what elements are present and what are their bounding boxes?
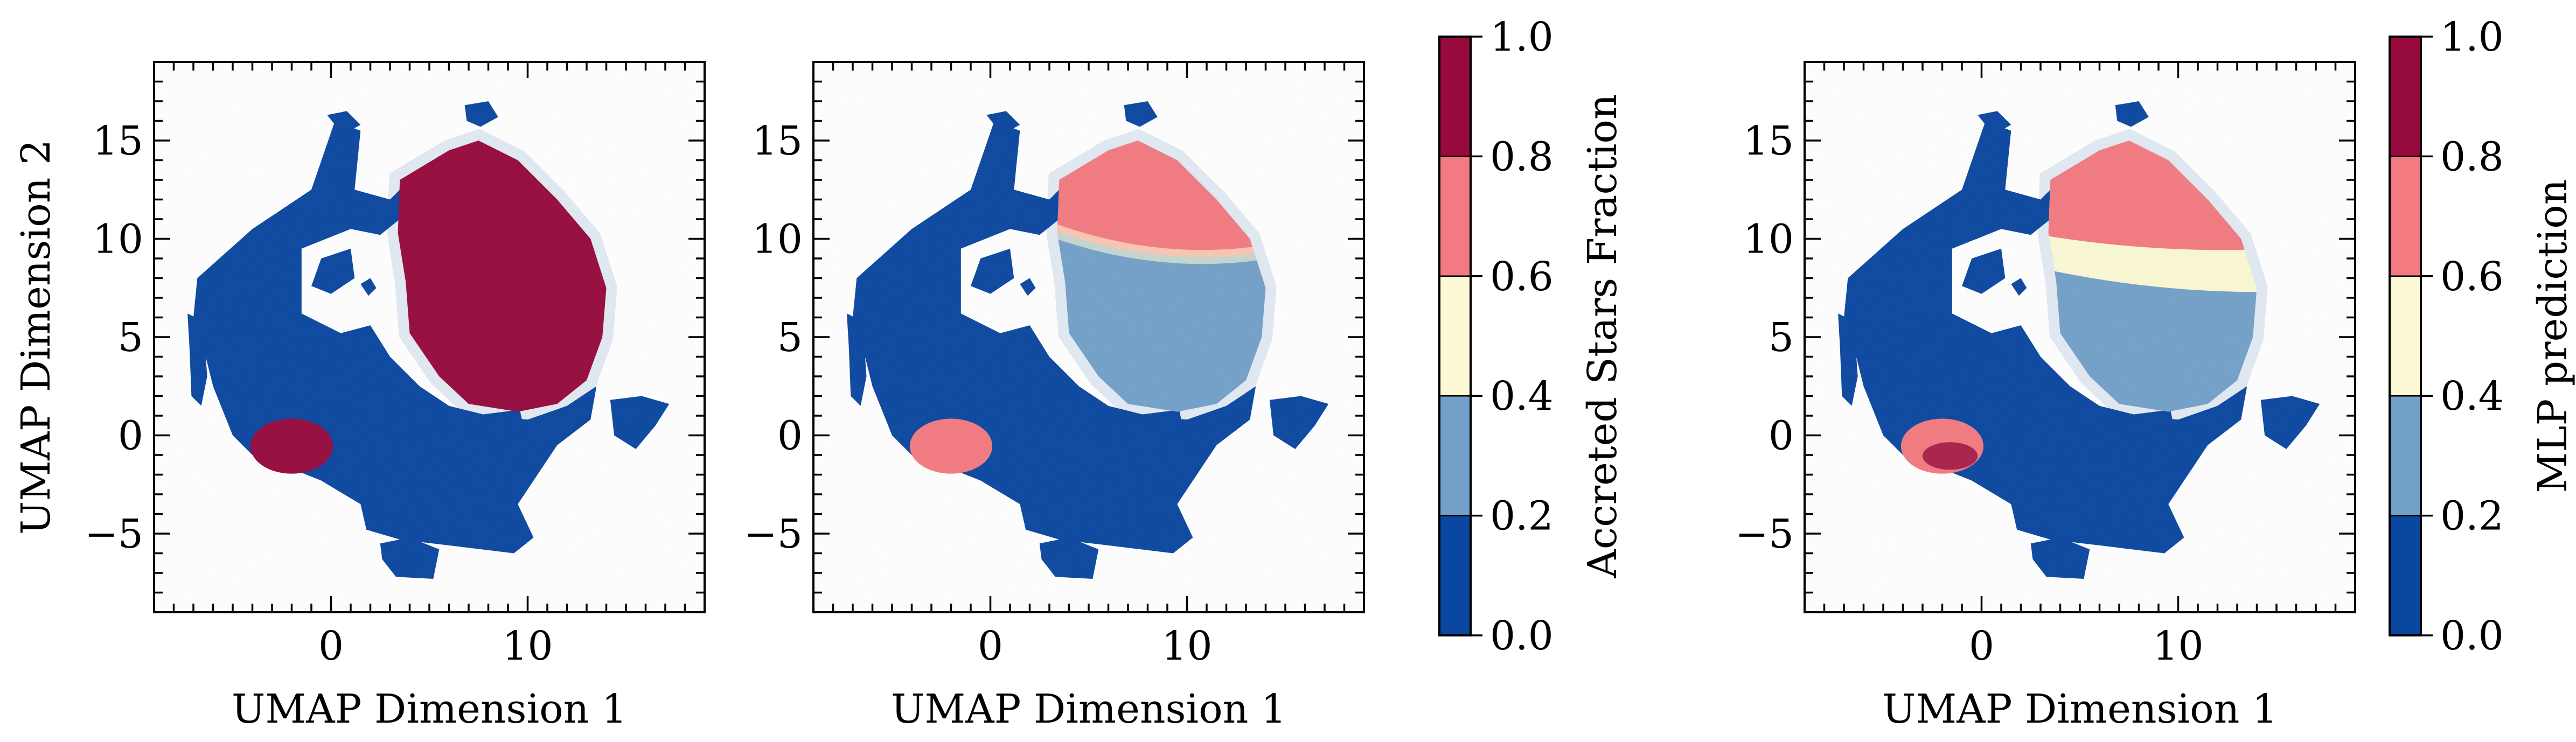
colorbar-mlp-prediction: 0.0 0.2 0.4 0.6 0.8 1.0 MLP prediction — [2389, 14, 2576, 659]
colorbar-segment — [1439, 156, 1471, 276]
y-tick-label: −5 — [85, 511, 143, 557]
axes-frame — [153, 61, 706, 613]
colorbar-accreted-stars-fraction: 0.0 0.2 0.4 0.6 0.8 1.0 Accreted Stars Fracti… — [1438, 14, 1626, 659]
x-axis-label: UMAP Dimension 1 — [232, 686, 627, 732]
x-tick-label: 10 — [1161, 623, 1212, 669]
x-tick-label: 0 — [978, 623, 1003, 669]
y-tick-label: 15 — [93, 118, 143, 164]
y-axis-label: UMAP Dimension 2 — [13, 139, 59, 535]
y-tick-label: −5 — [1735, 511, 1794, 557]
colorbar-segments — [1439, 37, 1471, 635]
colorbar-tick-label: 1.0 — [2440, 14, 2504, 60]
colorbar-tick-label: 0.0 — [1490, 613, 1554, 659]
colorbar-segment — [2390, 396, 2421, 516]
y-tick-label: 10 — [93, 216, 143, 263]
scatter-texture — [154, 62, 705, 612]
colorbar-segment — [2390, 515, 2421, 635]
scatter-panel-accreted-fraction: 0 10 −5 0 5 10 15 UMAP Dimension 1 UMAP Dimens… — [13, 61, 706, 732]
y-tick-label: 15 — [752, 118, 803, 164]
colorbar-segment — [1439, 396, 1471, 516]
axis-ticks: 0 10 −5 0 5 10 15 — [85, 61, 706, 669]
colorbar-frame — [2389, 36, 2422, 636]
x-tick-label: 10 — [502, 623, 553, 669]
colorbar-label: Accreted Stars Fraction — [1579, 94, 1626, 578]
scatter-texture — [1805, 62, 2355, 612]
colorbar-ticks: 0.0 0.2 0.4 0.6 0.8 1.0 — [2390, 14, 2504, 659]
colorbar-frame — [1438, 36, 1472, 636]
y-tick-label: 10 — [1743, 216, 1794, 263]
plot-area — [1805, 62, 2355, 612]
colorbar-tick-label: 0.8 — [1490, 134, 1554, 180]
colorbar-tick-label: 0.4 — [1490, 373, 1554, 419]
y-tick-label: −5 — [744, 511, 803, 557]
scatter-texture — [813, 62, 1364, 612]
y-tick-label: 5 — [777, 314, 803, 361]
colorbar-segment — [2390, 156, 2421, 276]
plot-area — [813, 62, 1364, 612]
colorbar-tick-label: 0.2 — [2440, 493, 2504, 540]
y-tick-label: 10 — [752, 216, 803, 263]
colorbar-segment — [2390, 37, 2421, 157]
colorbar-tick-label: 0.2 — [1490, 493, 1554, 540]
colorbar-tick-label: 0.4 — [2440, 373, 2504, 419]
y-tick-label: 0 — [777, 413, 803, 459]
y-tick-label: 5 — [1769, 314, 1794, 361]
axes-frame — [812, 61, 1365, 613]
y-tick-label: 0 — [1769, 413, 1794, 459]
x-axis-label: UMAP Dimension 1 — [1882, 686, 2278, 732]
x-tick-label: 10 — [2153, 623, 2203, 669]
x-tick-label: 0 — [1969, 623, 1994, 669]
colorbar-tick-label: 0.6 — [2440, 254, 2504, 300]
colorbar-segment — [1439, 276, 1471, 396]
y-tick-label: 15 — [1743, 118, 1794, 164]
scatter-panel-accreted-fraction-binned: 0 10 −5 0 5 10 15 UMAP Dimension 1 — [744, 61, 1365, 732]
x-axis-label: UMAP Dimension 1 — [891, 686, 1286, 732]
x-tick-label: 0 — [318, 623, 344, 669]
scatter-panel-mlp-prediction: 0 10 −5 0 5 10 15 UMAP Dimension 1 — [1735, 61, 2356, 732]
colorbar-tick-label: 0.8 — [2440, 134, 2504, 180]
colorbar-tick-label: 1.0 — [1490, 14, 1554, 60]
y-tick-label: 0 — [118, 413, 143, 459]
colorbar-segments — [2390, 37, 2421, 635]
colorbar-label: MLP prediction — [2530, 179, 2576, 493]
colorbar-segment — [1439, 515, 1471, 635]
axis-ticks: 0 10 −5 0 5 10 15 — [1735, 61, 2356, 669]
y-tick-label: 5 — [118, 314, 143, 361]
axis-ticks: 0 10 −5 0 5 10 15 — [744, 61, 1365, 669]
colorbar-segment — [2390, 276, 2421, 396]
colorbar-segment — [1439, 37, 1471, 157]
axes-frame — [1804, 61, 2356, 613]
colorbar-tick-label: 0.0 — [2440, 613, 2504, 659]
plot-area — [154, 62, 705, 612]
colorbar-ticks: 0.0 0.2 0.4 0.6 0.8 1.0 — [1439, 14, 1554, 659]
colorbar-tick-label: 0.6 — [1490, 254, 1554, 300]
